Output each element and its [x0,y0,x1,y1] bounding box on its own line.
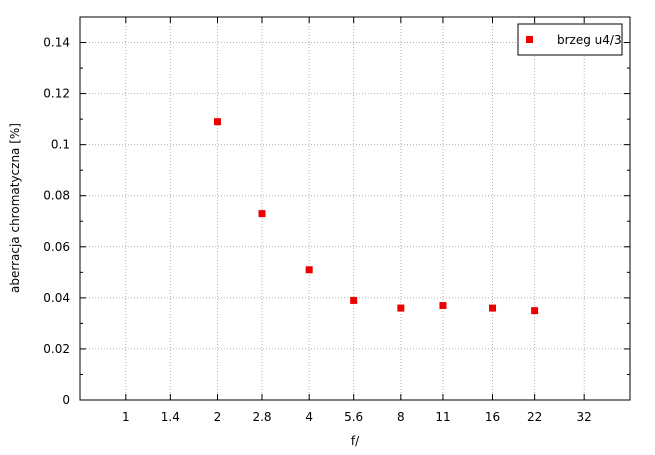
x-tick-labels: 1 1.4 2 2.8 4 5.6 8 11 16 22 32 [122,410,592,424]
data-point [489,304,497,312]
y-axis-title: aberracja chromatyczna [%] [8,123,22,293]
y-tick-label: 0.02 [43,342,70,356]
y-tick-label: 0.04 [43,291,70,305]
x-axis-title: f/ [351,434,360,448]
legend-label: brzeg u4/3 [557,33,622,47]
x-tick-label: 11 [435,410,450,424]
y-tick-label: 0.08 [43,189,70,203]
x-tick-label: 22 [527,410,542,424]
x-tick-label: 8 [397,410,405,424]
data-point [350,296,358,304]
x-tick-label: 2 [214,410,222,424]
x-tick-label: 16 [485,410,500,424]
legend-marker [526,36,533,43]
x-tick-label: 1 [122,410,130,424]
y-tick-label: 0.14 [43,36,70,50]
data-point [397,304,405,312]
x-tick-label: 32 [577,410,592,424]
data-point [531,307,539,315]
x-tick-label: 5.6 [344,410,363,424]
y-tick-label: 0.1 [51,138,70,152]
plot-frame [79,16,631,401]
legend: brzeg u4/3 [517,23,623,56]
y-tick-label: 0 [62,393,70,407]
axis-ticks [80,17,630,401]
data-point [258,210,266,218]
legend-box [517,23,623,56]
y-tick-label: 0.06 [43,240,70,254]
x-tick-label: 4 [305,410,313,424]
grid-lines [80,17,630,400]
data-points [214,118,539,315]
x-tick-label: 1.4 [161,410,180,424]
x-tick-label: 2.8 [252,410,271,424]
data-point [214,118,222,126]
y-tick-label: 0.12 [43,87,70,101]
y-tick-labels: 0 0.02 0.04 0.06 0.08 0.1 0.12 0.14 [43,36,70,407]
data-point [439,302,447,310]
data-point [305,266,313,274]
